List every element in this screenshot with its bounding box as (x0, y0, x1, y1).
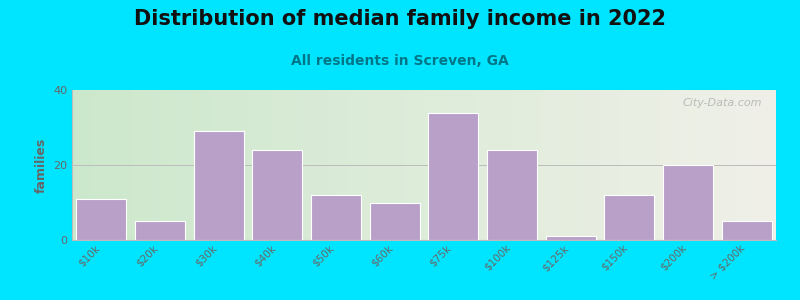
Text: All residents in Screven, GA: All residents in Screven, GA (291, 54, 509, 68)
Bar (194, 131, 243, 240)
Y-axis label: families: families (34, 137, 47, 193)
Bar (663, 165, 713, 240)
Bar (722, 221, 771, 240)
Bar (429, 112, 478, 240)
Bar (77, 199, 126, 240)
Text: City-Data.com: City-Data.com (682, 98, 762, 107)
Bar (487, 150, 537, 240)
Bar (605, 195, 654, 240)
Bar (135, 221, 185, 240)
Bar (370, 202, 419, 240)
Bar (311, 195, 361, 240)
Bar (546, 236, 595, 240)
Text: Distribution of median family income in 2022: Distribution of median family income in … (134, 9, 666, 29)
Bar (253, 150, 302, 240)
